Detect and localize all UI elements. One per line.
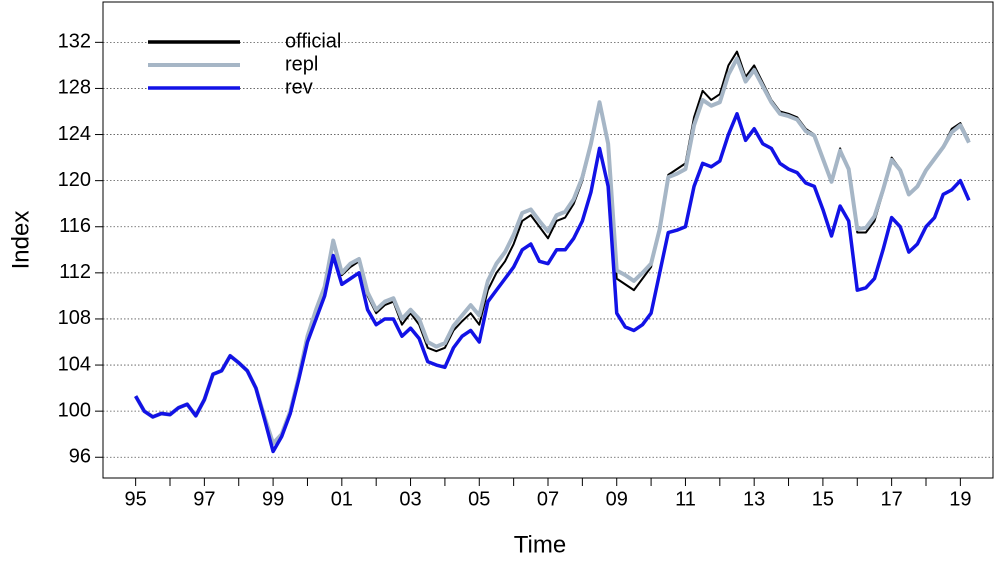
y-tick-label: 124: [58, 123, 91, 145]
x-tick-label: 99: [262, 488, 284, 510]
y-tick-label: 104: [58, 353, 91, 375]
x-tick-label: 05: [468, 488, 490, 510]
legend-label: repl: [285, 53, 318, 75]
plot-frame: [102, 1, 994, 479]
x-tick-label: 01: [331, 488, 353, 510]
x-tick-label: 07: [537, 488, 559, 510]
y-tick-label: 112: [59, 261, 91, 283]
x-tick-label: 97: [193, 488, 215, 510]
x-tick-label: 15: [812, 488, 834, 510]
x-tick-label: 17: [881, 488, 903, 510]
x-tick-label: 95: [125, 488, 147, 510]
series-line: [134, 50, 970, 445]
x-tick-label: 03: [399, 488, 421, 510]
legend-label: rev: [285, 76, 313, 98]
y-tick-label: 100: [58, 399, 91, 421]
y-tick-label: 96: [69, 446, 91, 468]
series-line: [133, 56, 971, 446]
x-tick-label: 19: [949, 488, 971, 510]
series-line: [134, 112, 971, 454]
legend-label: official: [285, 30, 341, 52]
y-axis-label: Index: [7, 211, 34, 270]
y-tick-label: 120: [58, 169, 91, 191]
y-tick-label: 128: [58, 77, 91, 99]
x-tick-label: 11: [675, 488, 696, 510]
x-tick-label: 13: [743, 488, 765, 510]
x-axis-label: Time: [514, 531, 566, 558]
y-tick-label: 108: [58, 307, 91, 329]
y-tick-label: 116: [59, 215, 91, 237]
x-tick-label: 09: [606, 488, 628, 510]
y-tick-label: 132: [58, 31, 91, 53]
